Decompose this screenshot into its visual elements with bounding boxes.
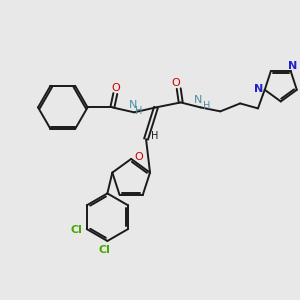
Text: O: O <box>111 82 120 93</box>
Text: H: H <box>135 106 143 116</box>
Text: Cl: Cl <box>71 225 83 235</box>
Text: N: N <box>288 61 297 71</box>
Text: H: H <box>203 101 210 111</box>
Text: O: O <box>135 152 143 162</box>
Text: Cl: Cl <box>98 245 110 255</box>
Text: N: N <box>129 100 137 110</box>
Text: N: N <box>194 95 203 106</box>
Text: O: O <box>171 78 180 88</box>
Text: H: H <box>151 131 159 141</box>
Text: N: N <box>254 84 263 94</box>
